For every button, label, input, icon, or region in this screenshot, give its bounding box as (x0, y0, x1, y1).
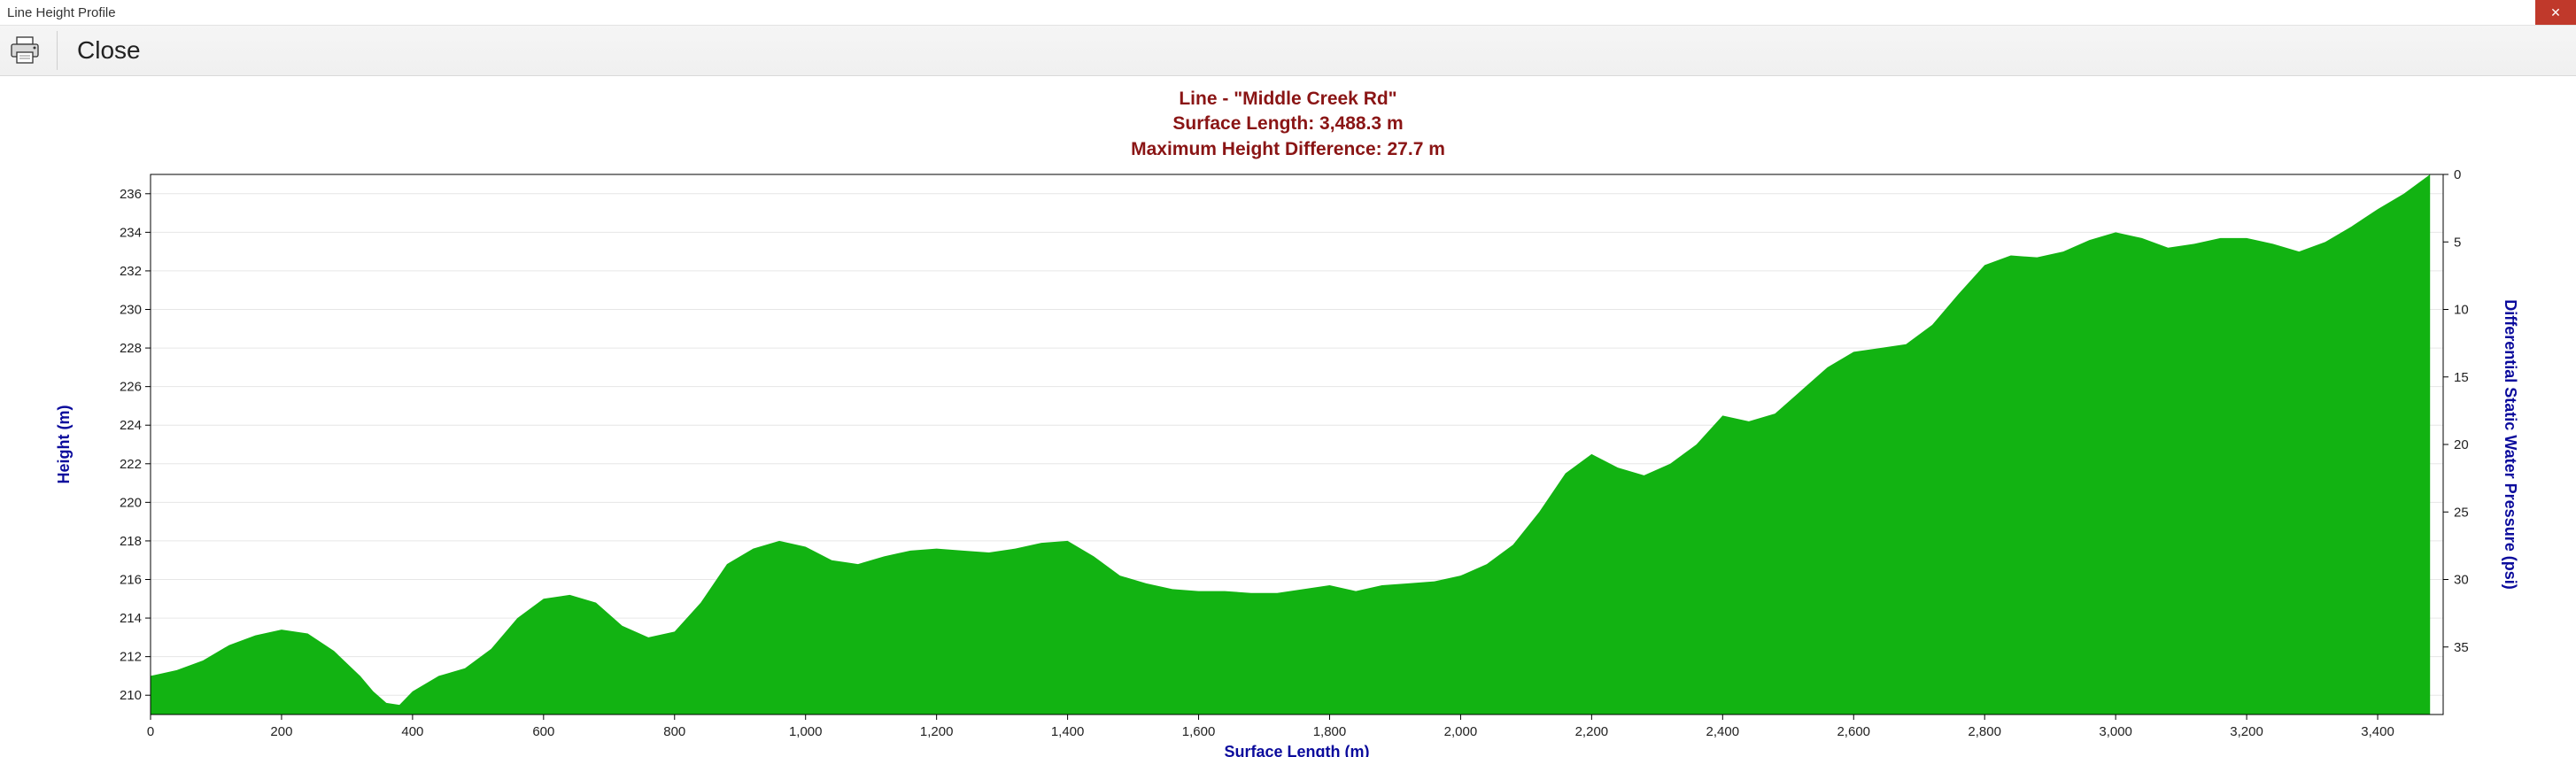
svg-text:218: 218 (120, 534, 142, 549)
svg-text:Height (m): Height (m) (55, 406, 73, 484)
svg-text:20: 20 (2454, 437, 2469, 452)
svg-text:2,800: 2,800 (1968, 724, 2001, 739)
close-button[interactable]: Close (72, 33, 146, 68)
chart-title-line: Line - "Middle Creek Rd" (27, 87, 2549, 112)
svg-text:2,400: 2,400 (1706, 724, 1740, 739)
svg-text:Differential Static Water Pres: Differential Static Water Pressure (psi) (2502, 299, 2519, 589)
svg-text:232: 232 (120, 264, 142, 279)
svg-text:224: 224 (120, 418, 142, 433)
toolbar: Close (0, 25, 2576, 76)
svg-text:30: 30 (2454, 573, 2469, 588)
svg-text:600: 600 (532, 724, 554, 739)
close-button-label: Close (77, 36, 141, 64)
svg-text:2,000: 2,000 (1444, 724, 1478, 739)
svg-text:3,400: 3,400 (2361, 724, 2394, 739)
profile-chart: 02004006008001,0001,2001,4001,6001,8002,… (27, 166, 2549, 757)
svg-text:214: 214 (120, 611, 142, 626)
svg-text:15: 15 (2454, 370, 2469, 385)
print-button[interactable] (7, 33, 43, 68)
svg-text:0: 0 (147, 724, 154, 739)
svg-text:400: 400 (401, 724, 423, 739)
chart-title-block: Line - "Middle Creek Rd" Surface Length:… (27, 87, 2549, 162)
svg-text:212: 212 (120, 650, 142, 665)
svg-text:3,200: 3,200 (2230, 724, 2263, 739)
chart-container: Line - "Middle Creek Rd" Surface Length:… (0, 76, 2576, 757)
svg-text:1,000: 1,000 (789, 724, 823, 739)
close-icon: ✕ (2550, 6, 2561, 19)
svg-text:230: 230 (120, 303, 142, 318)
svg-text:Surface Length (m): Surface Length (m) (1224, 743, 1369, 757)
svg-text:1,400: 1,400 (1051, 724, 1085, 739)
svg-text:200: 200 (270, 724, 292, 739)
svg-text:2,200: 2,200 (1575, 724, 1609, 739)
svg-text:1,800: 1,800 (1313, 724, 1347, 739)
svg-text:216: 216 (120, 573, 142, 588)
window-title: Line Height Profile (7, 5, 116, 20)
svg-text:1,600: 1,600 (1182, 724, 1216, 739)
svg-text:210: 210 (120, 688, 142, 703)
svg-text:228: 228 (120, 341, 142, 356)
svg-text:10: 10 (2454, 303, 2469, 318)
svg-text:236: 236 (120, 187, 142, 202)
svg-text:0: 0 (2454, 167, 2461, 182)
svg-text:234: 234 (120, 225, 142, 240)
svg-text:226: 226 (120, 380, 142, 395)
svg-text:800: 800 (663, 724, 685, 739)
svg-text:2,600: 2,600 (1837, 724, 1870, 739)
window-close-button[interactable]: ✕ (2535, 0, 2576, 25)
svg-text:220: 220 (120, 495, 142, 510)
chart-title-surface-length: Surface Length: 3,488.3 m (27, 112, 2549, 136)
svg-text:3,000: 3,000 (2099, 724, 2132, 739)
svg-text:5: 5 (2454, 235, 2461, 250)
svg-text:35: 35 (2454, 640, 2469, 655)
svg-text:1,200: 1,200 (920, 724, 954, 739)
toolbar-divider (57, 31, 58, 70)
svg-text:25: 25 (2454, 505, 2469, 520)
svg-text:222: 222 (120, 457, 142, 472)
chart-title-max-height: Maximum Height Difference: 27.7 m (27, 137, 2549, 162)
window-titlebar: Line Height Profile ✕ (0, 0, 2576, 25)
printer-icon (9, 36, 41, 65)
